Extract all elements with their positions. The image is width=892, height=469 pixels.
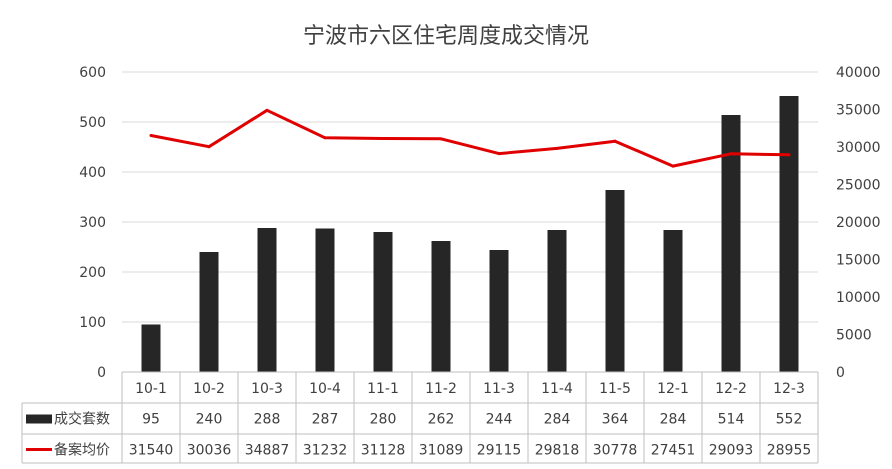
category-label: 11-3 — [483, 381, 515, 397]
bar-series — [141, 96, 799, 372]
line-value: 31128 — [361, 443, 406, 459]
line-point — [787, 153, 791, 157]
line-value: 27451 — [651, 443, 696, 459]
line-value: 28955 — [767, 443, 812, 459]
right-tick-label: 10000 — [836, 290, 881, 306]
line-value: 29818 — [535, 443, 580, 459]
left-tick-label: 0 — [97, 365, 106, 381]
line-point — [671, 164, 675, 168]
bar — [315, 228, 335, 372]
line-value: 29115 — [477, 443, 522, 459]
bar — [373, 232, 393, 372]
line-point — [323, 136, 327, 140]
bar-value: 284 — [660, 412, 687, 428]
bar-value: 552 — [776, 412, 803, 428]
right-tick-label: 5000 — [836, 328, 872, 344]
right-tick-label: 15000 — [836, 253, 881, 269]
bar-value: 284 — [544, 412, 571, 428]
right-tick-label: 35000 — [836, 103, 881, 119]
chart-title: 宁波市六区住宅周度成交情况 — [302, 24, 589, 49]
bar-value: 364 — [602, 412, 629, 428]
left-tick-label: 100 — [79, 315, 106, 331]
left-tick-label: 500 — [79, 115, 106, 131]
line-series — [149, 108, 791, 168]
legend-key-bars — [26, 414, 52, 424]
bar — [779, 96, 799, 372]
right-axis-ticks: 0 5000 10000 15000 20000 25000 30000 35000 40000 — [836, 65, 881, 381]
line-value: 30778 — [593, 443, 638, 459]
line-point — [729, 152, 733, 156]
line-point — [613, 139, 617, 143]
line-point — [149, 133, 153, 137]
bar-value: 262 — [428, 412, 455, 428]
line-point — [555, 146, 559, 150]
line-value: 31232 — [303, 443, 348, 459]
line-value: 30036 — [187, 443, 232, 459]
category-label: 10-4 — [309, 381, 341, 397]
line-point — [439, 137, 443, 141]
category-label: 12-2 — [715, 381, 747, 397]
left-tick-label: 200 — [79, 265, 106, 281]
price-line — [150, 108, 790, 168]
category-label: 12-3 — [773, 381, 805, 397]
bar — [721, 115, 741, 372]
bar-value: 280 — [370, 412, 397, 428]
category-label: 10-1 — [135, 381, 167, 397]
left-tick-label: 600 — [79, 65, 106, 81]
legend-label-bars: 成交套数 — [54, 411, 110, 428]
category-label: 11-2 — [425, 381, 457, 397]
gridlines — [122, 71, 818, 373]
line-point — [265, 108, 269, 112]
right-tick-label: 0 — [836, 365, 845, 381]
category-label: 11-5 — [599, 381, 631, 397]
line-point — [207, 145, 211, 149]
bar-value: 240 — [196, 412, 223, 428]
bar-value: 95 — [142, 412, 160, 428]
right-tick-label: 20000 — [836, 215, 881, 231]
bar — [199, 252, 219, 372]
left-axis-ticks: 0 100 200 300 400 500 600 — [79, 65, 106, 381]
bar — [547, 230, 567, 372]
line-value: 34887 — [245, 443, 290, 459]
bar — [257, 228, 277, 372]
bar — [605, 190, 625, 372]
bar — [141, 324, 161, 372]
right-tick-label: 30000 — [836, 140, 881, 156]
bar — [663, 230, 683, 372]
category-label: 11-4 — [541, 381, 573, 397]
bar-value: 244 — [486, 412, 513, 428]
left-tick-label: 300 — [79, 215, 106, 231]
line-point — [497, 152, 501, 156]
left-tick-label: 400 — [79, 165, 106, 181]
bar — [431, 241, 451, 372]
data-table: 10-1 10-2 10-3 10-4 11-1 11-2 11-3 11-4 11-5 12-1… — [21, 371, 819, 464]
right-tick-label: 40000 — [836, 65, 881, 81]
line-value: 29093 — [709, 443, 754, 459]
bar-value: 287 — [312, 412, 339, 428]
line-point — [381, 137, 385, 141]
right-tick-label: 25000 — [836, 178, 881, 194]
bar-value: 514 — [718, 412, 745, 428]
line-value: 31089 — [419, 443, 464, 459]
bar — [489, 250, 509, 372]
category-label: 10-2 — [193, 381, 225, 397]
line-value: 31540 — [129, 443, 174, 459]
category-label: 11-1 — [367, 381, 399, 397]
legend-label-line: 备案均价 — [54, 442, 110, 459]
category-label: 10-3 — [251, 381, 283, 397]
category-label: 12-1 — [657, 381, 689, 397]
bar-value: 288 — [254, 412, 281, 428]
